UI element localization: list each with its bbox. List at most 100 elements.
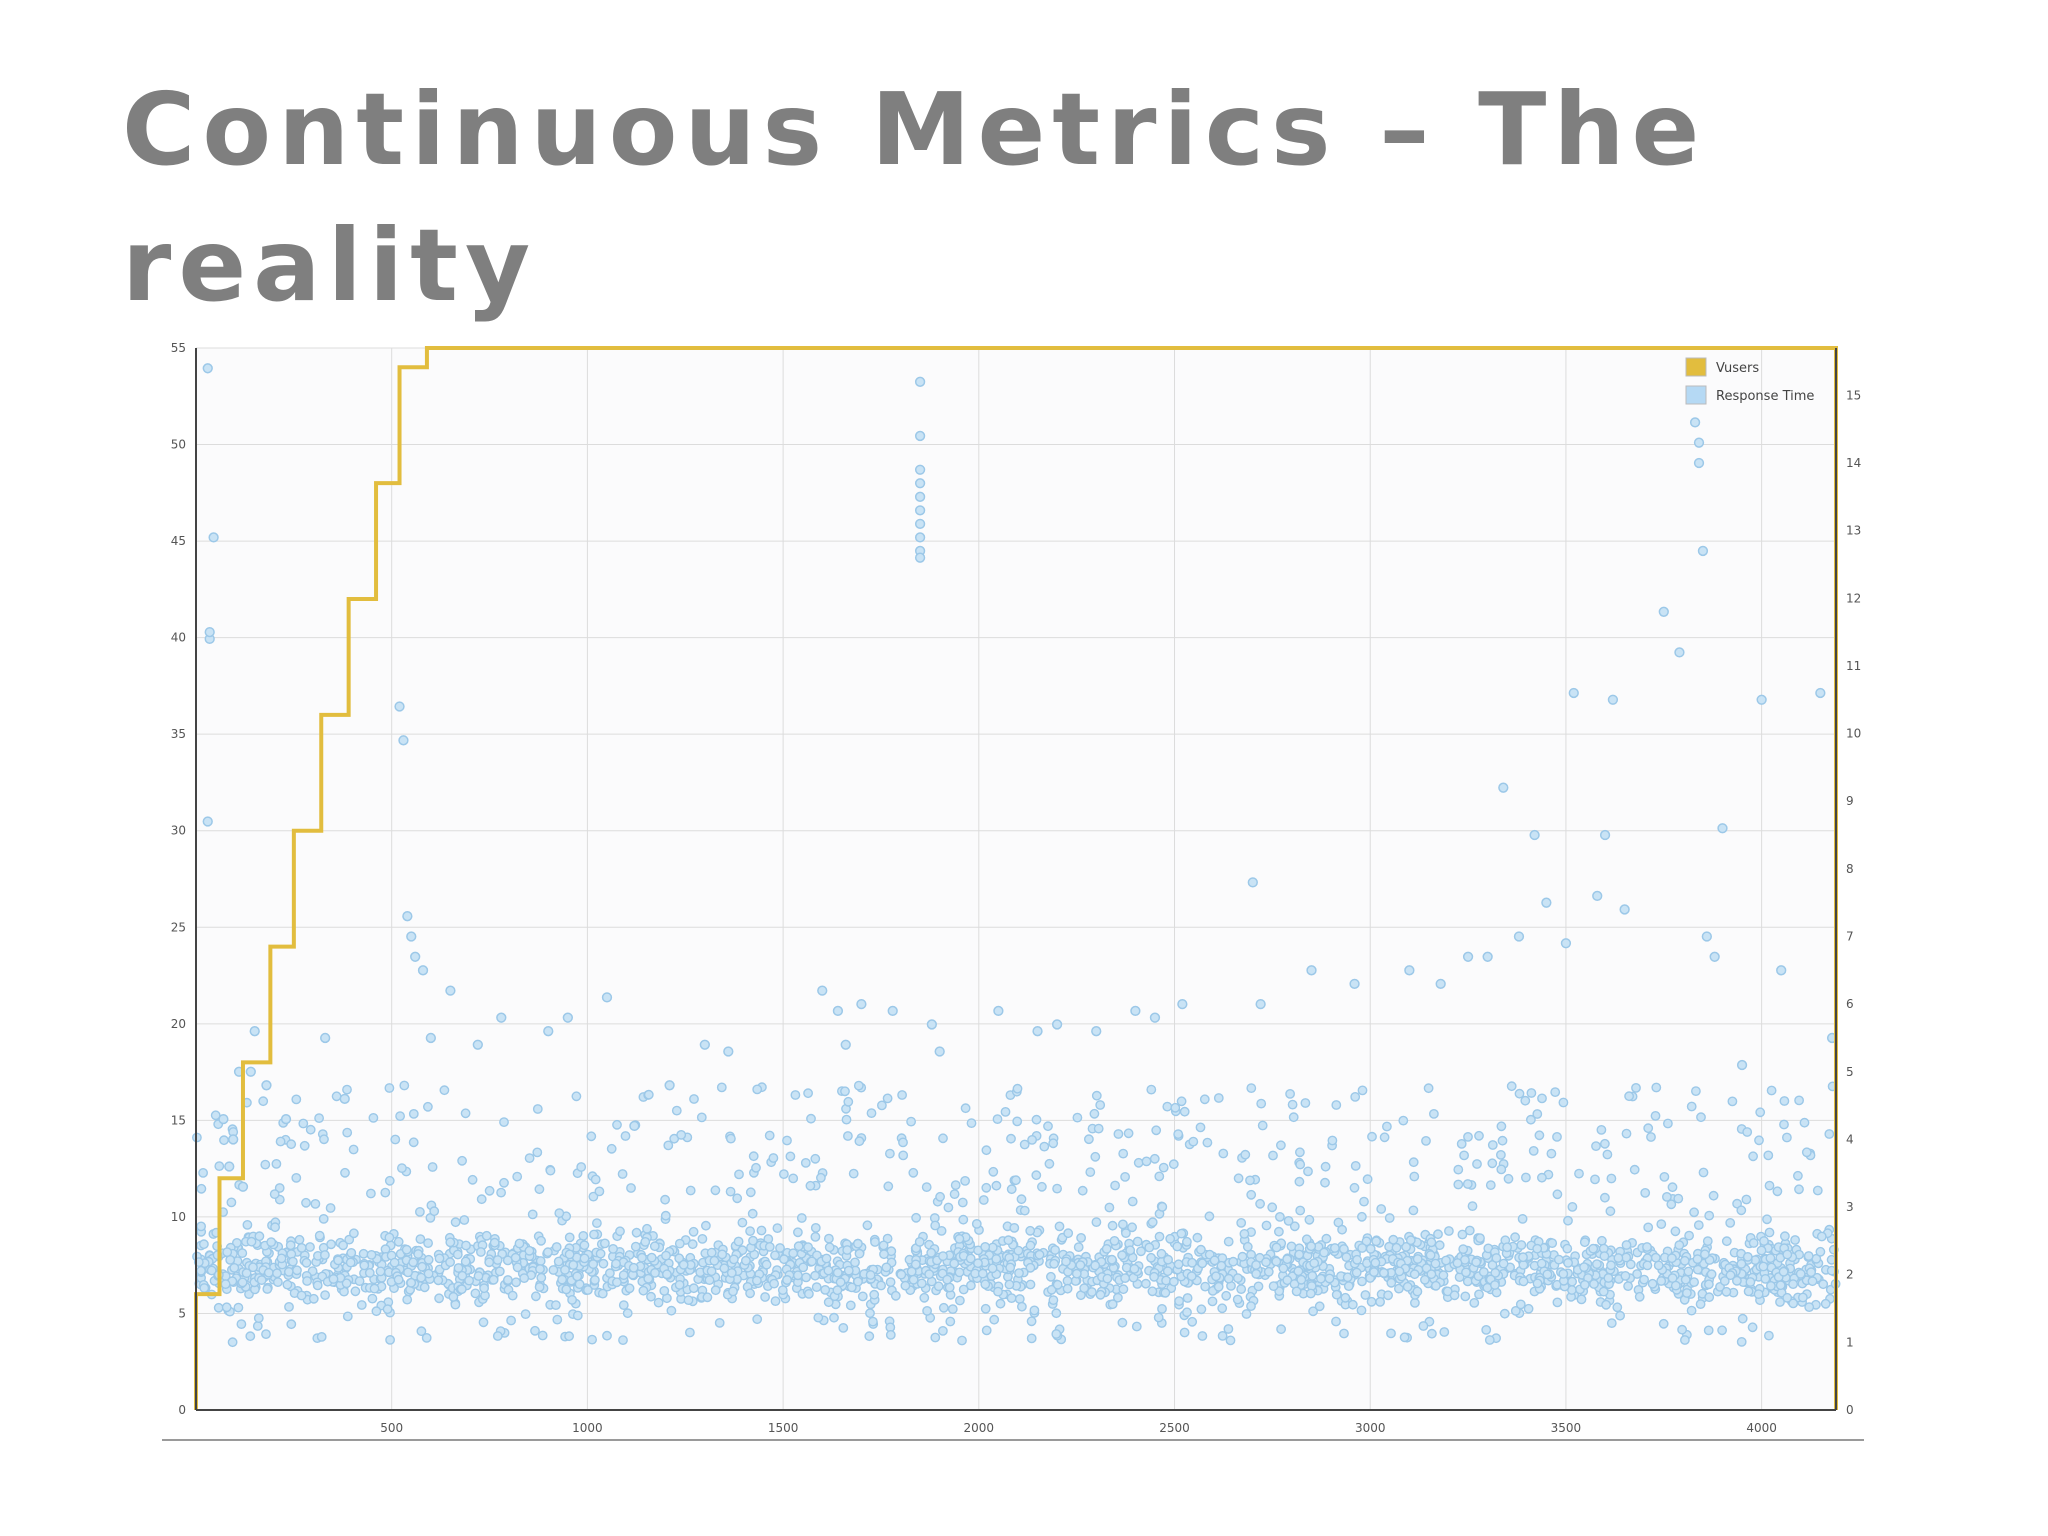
response-time-point — [630, 1241, 641, 1252]
response-time-point — [745, 1187, 756, 1198]
response-time-point — [1405, 1235, 1416, 1246]
response-time-point — [1663, 1118, 1673, 1129]
response-time-point — [1113, 1129, 1124, 1139]
response-time-point — [1223, 1324, 1234, 1334]
response-time-point — [1623, 1281, 1634, 1291]
response-time-point — [301, 1197, 311, 1208]
response-time-point — [1689, 1277, 1700, 1287]
response-time-point — [869, 1289, 880, 1300]
response-time-point — [954, 1234, 965, 1244]
response-time-point — [701, 1220, 711, 1231]
response-time-point — [320, 1032, 331, 1044]
response-time-point — [936, 1226, 947, 1236]
response-time-point — [1596, 1125, 1607, 1135]
response-time-point — [1062, 1283, 1073, 1294]
response-time-point — [1271, 1242, 1282, 1253]
response-time-point — [1331, 1100, 1342, 1110]
response-time-point — [1680, 1335, 1690, 1345]
response-time-point — [777, 1285, 788, 1295]
response-time-point — [1782, 1132, 1792, 1143]
response-time-point — [981, 1182, 992, 1193]
response-time-point — [764, 1130, 775, 1141]
response-time-point — [423, 1254, 434, 1265]
response-time-point — [1289, 1221, 1300, 1232]
response-time-point — [1177, 998, 1188, 1010]
response-time-point — [1812, 1185, 1823, 1196]
response-time-point — [1361, 1236, 1372, 1247]
response-time-point — [993, 1005, 1004, 1017]
response-time-point — [1719, 1276, 1730, 1286]
response-time-point — [591, 1218, 602, 1228]
response-time-point — [1386, 1277, 1397, 1288]
response-time-point — [1474, 1130, 1484, 1141]
slide-title: Continuous Metrics – The reality — [122, 71, 1707, 324]
response-time-point — [1029, 1305, 1040, 1316]
response-time-point — [408, 1257, 419, 1268]
response-time-point — [597, 1288, 608, 1299]
response-time-point — [1357, 1085, 1368, 1096]
response-time-point — [807, 1256, 817, 1267]
response-time-point — [367, 1293, 378, 1304]
response-time-point — [588, 1191, 599, 1202]
response-time-point — [882, 1093, 893, 1104]
response-time-point — [1683, 1266, 1694, 1277]
x-tick-label: 3500 — [1551, 1421, 1582, 1435]
response-time-point — [464, 1275, 474, 1286]
response-time-point — [1498, 1258, 1509, 1269]
response-time-point — [1758, 1261, 1769, 1272]
response-time-point — [316, 1332, 327, 1342]
response-time-point — [1782, 1292, 1793, 1303]
y2-tick-label: 10 — [1846, 727, 1861, 741]
response-time-point — [1560, 938, 1572, 949]
response-time-point — [1291, 1286, 1302, 1297]
response-time-point — [1019, 1139, 1030, 1150]
response-time-point — [935, 1191, 945, 1202]
response-time-point — [1006, 1133, 1016, 1144]
response-time-point — [846, 1282, 857, 1293]
response-time-point — [1014, 1268, 1024, 1278]
response-time-point — [1102, 1273, 1113, 1284]
response-time-point — [1496, 1121, 1507, 1132]
response-time-point — [1204, 1211, 1215, 1222]
response-time-point — [646, 1252, 657, 1263]
response-time-point — [342, 1127, 353, 1138]
response-time-point — [640, 1237, 651, 1247]
response-time-point — [699, 1039, 710, 1050]
response-time-point — [1606, 1318, 1617, 1328]
response-time-point — [484, 1257, 495, 1268]
response-time-point — [1498, 782, 1509, 793]
response-time-point — [1388, 1234, 1399, 1245]
response-time-point — [992, 1114, 1003, 1124]
response-time-point — [545, 1165, 556, 1176]
response-time-point — [346, 1248, 357, 1258]
response-time-point — [270, 1222, 281, 1233]
response-time-point — [1343, 1281, 1354, 1291]
response-time-point — [499, 1117, 509, 1127]
response-time-point — [1117, 1250, 1127, 1261]
x-tick-label: 1500 — [768, 1421, 799, 1435]
response-time-point — [261, 1080, 272, 1091]
response-time-point — [249, 1026, 260, 1037]
response-time-point — [960, 1176, 970, 1186]
response-time-point — [1118, 1284, 1129, 1295]
response-time-point — [606, 1143, 617, 1154]
response-time-point — [475, 1247, 486, 1257]
response-time-point — [1421, 1136, 1431, 1146]
response-time-point — [582, 1285, 593, 1295]
response-time-point — [617, 1169, 628, 1179]
response-time-point — [816, 1172, 826, 1183]
response-time-point — [470, 1288, 481, 1299]
response-time-point — [1600, 1192, 1610, 1203]
response-time-point — [206, 1265, 217, 1276]
response-time-point — [685, 1185, 696, 1196]
response-time-point — [448, 1292, 459, 1302]
response-time-point — [1401, 1242, 1412, 1252]
response-time-point — [1071, 1268, 1082, 1279]
response-time-point — [914, 478, 926, 489]
response-time-point — [280, 1113, 292, 1125]
response-time-point — [1182, 1307, 1192, 1318]
response-time-point — [403, 1267, 413, 1278]
response-time-point — [914, 1237, 925, 1247]
response-time-point — [481, 1230, 492, 1241]
response-time-point — [527, 1209, 538, 1220]
